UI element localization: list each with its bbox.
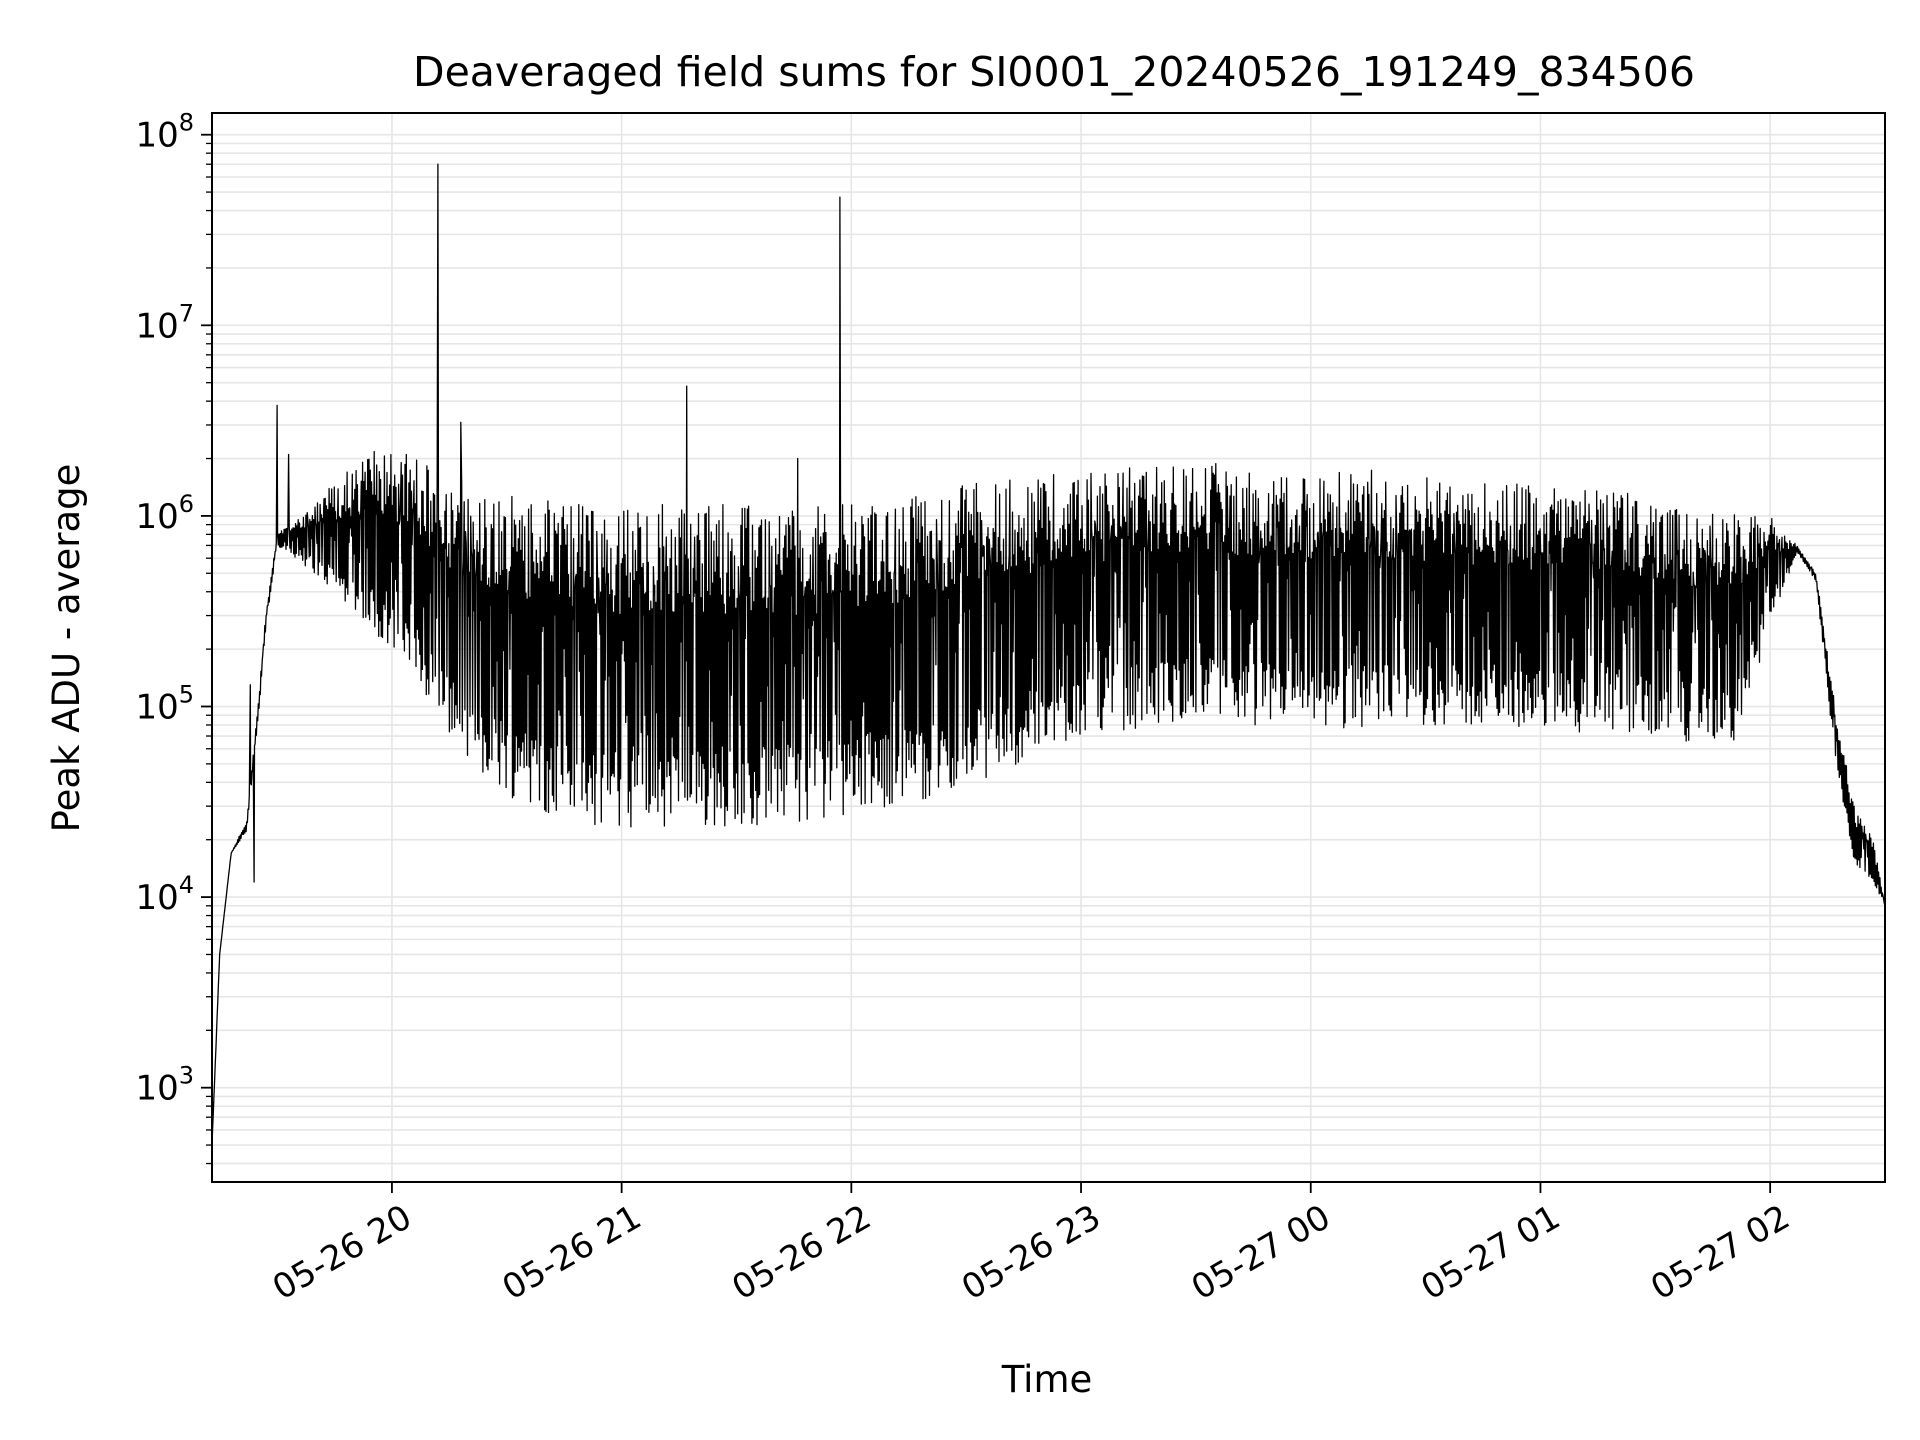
plot-frame xyxy=(211,112,1886,1183)
x-axis: 05-26 20 05-26 21 05-26 22 05-26 23 05-27 00… xyxy=(266,1182,1797,1308)
x-tick-label: 05-26 21 xyxy=(496,1197,648,1308)
y-tick-label: 107 xyxy=(135,299,194,346)
x-tick-label: 05-27 01 xyxy=(1415,1197,1567,1308)
x-tick-label: 05-26 22 xyxy=(725,1197,877,1308)
series-line xyxy=(211,163,1886,1146)
y-axis: 103 104 105 106 107 108 xyxy=(135,109,212,1165)
x-axis-label: Time xyxy=(1001,1358,1093,1401)
y-tick-label: 103 xyxy=(135,1062,194,1109)
x-tick-label: 05-27 02 xyxy=(1644,1197,1796,1308)
chart-title: Deaveraged field sums for SI0001_2024052… xyxy=(413,48,1695,96)
y-tick-label: 105 xyxy=(135,680,194,727)
x-tick-label: 05-27 00 xyxy=(1185,1197,1337,1308)
y-tick-label: 108 xyxy=(135,109,194,156)
y-tick-label: 104 xyxy=(135,871,194,918)
x-tick-label: 05-26 20 xyxy=(266,1197,418,1308)
y-axis-label: Peak ADU - average xyxy=(45,464,88,833)
x-tick-label: 05-26 23 xyxy=(955,1197,1107,1308)
y-tick-label: 106 xyxy=(135,490,194,537)
